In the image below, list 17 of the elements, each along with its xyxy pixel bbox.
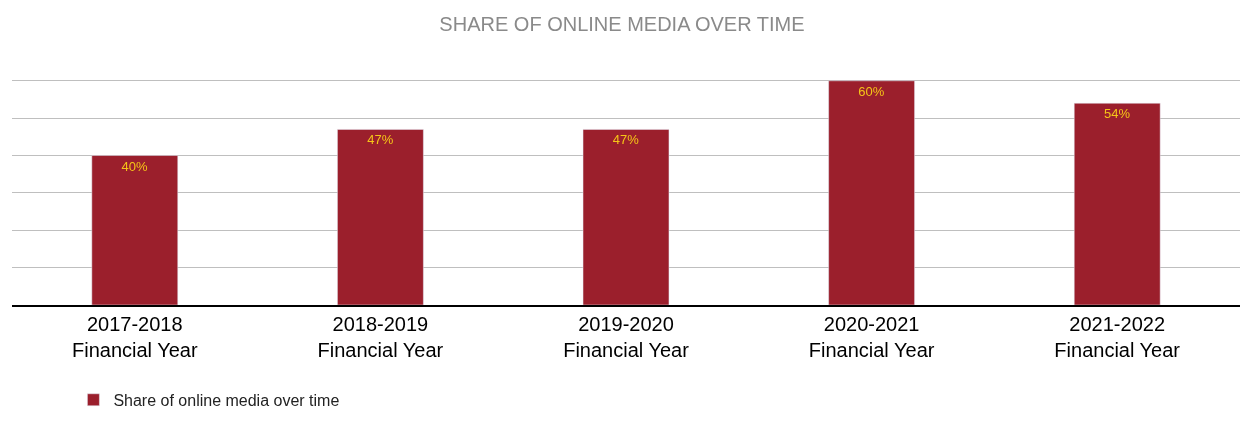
data-label: 47% [367, 132, 394, 148]
bar [828, 80, 915, 305]
x-tick-label: 2020-2021 Financial Year [808, 313, 935, 361]
x-tick-label: 2021-2022 Financial Year [1054, 313, 1181, 361]
data-label: 40% [121, 158, 149, 174]
legend-label: Share of online media over time [113, 392, 340, 410]
chart-title: SHARE OF ONLINE MEDIA OVER TIME [439, 12, 805, 35]
data-label: 54% [1103, 106, 1131, 122]
bar [91, 155, 179, 305]
data-label: 47% [612, 132, 640, 148]
bar [1073, 102, 1161, 305]
data-label: 60% [858, 83, 885, 99]
x-tick-label: 2018-2019 Financial Year [317, 313, 444, 361]
bar [582, 129, 670, 305]
bar [337, 129, 424, 305]
x-tick-label: 2017-2018 Financial Year [71, 313, 198, 361]
x-tick-label: 2019-2020 Financial Year [563, 313, 690, 361]
